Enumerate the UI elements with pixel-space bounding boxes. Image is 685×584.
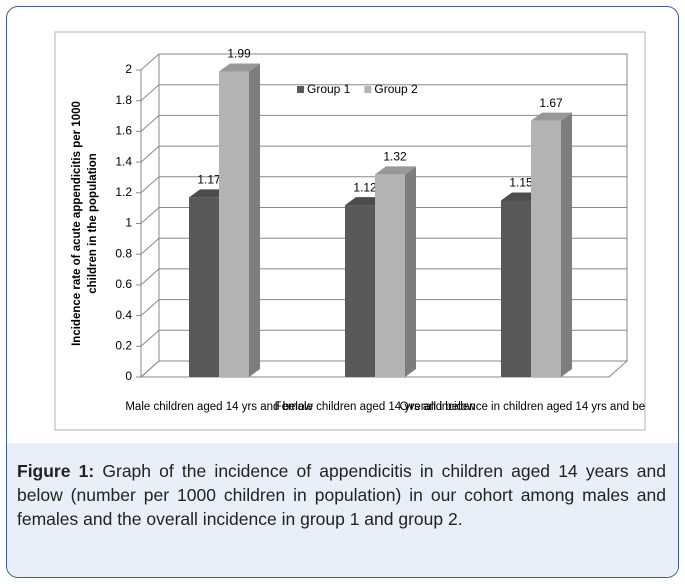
value-label: 1.17 <box>197 173 221 187</box>
y-axis-label: Incidence rate of acute appendicitis per… <box>71 101 83 346</box>
y-tick-label: 0.4 <box>115 308 132 322</box>
y-axis-label: children in the population <box>87 153 99 294</box>
y-tick-label: 2 <box>125 62 132 76</box>
plot: 0 0.2 0.4 0.6 0.8 1 1.2 1.4 1.6 1.8 2 Incidence rat… <box>71 47 663 413</box>
legend-swatch <box>297 86 304 93</box>
x-tick-label: Female children aged 14 yrs and below <box>275 401 476 413</box>
bar-top <box>375 166 416 175</box>
y-tick-label: 0.6 <box>115 277 132 291</box>
bar <box>189 197 219 377</box>
y-tick-label: 1 <box>125 216 132 230</box>
y-tick-label: 0.2 <box>115 338 132 352</box>
legend-label: Group 2 <box>374 82 418 96</box>
grid-line-side <box>140 299 160 316</box>
bar <box>345 205 375 377</box>
bar <box>219 71 249 377</box>
bar <box>375 174 405 377</box>
bar-side <box>405 166 416 377</box>
grid-line-side <box>140 268 160 286</box>
x-tick-label: Male children aged 14 yrs and below <box>125 401 313 413</box>
y-tick-label: 0 <box>125 369 132 383</box>
grid-line-side <box>140 360 160 378</box>
y-tick-label: 1.4 <box>115 154 132 168</box>
bar-side <box>561 112 572 377</box>
grid-line-side <box>140 84 160 102</box>
grid-line-side <box>140 237 160 255</box>
figure: 0 0.2 0.4 0.6 0.8 1 1.2 1.4 1.6 1.8 2 Incidence rat… <box>6 6 679 578</box>
y-tick-label: 0.8 <box>115 246 132 260</box>
value-label: 1.67 <box>539 96 563 110</box>
caption-label: Figure 1: <box>17 461 95 481</box>
grid-line-side <box>140 207 160 224</box>
grid-line-side <box>140 53 160 71</box>
value-label: 1.99 <box>227 47 251 61</box>
bar-top <box>219 63 260 72</box>
caption-text: Graph of the incidence of appendicitis i… <box>17 461 666 529</box>
grid-line-side <box>140 115 160 132</box>
grid-line-side <box>140 176 160 194</box>
y-tick-label: 1.6 <box>115 124 132 138</box>
caption-area: Figure 1: Graph of the incidence of appe… <box>7 443 678 577</box>
grid-line-side <box>140 329 160 347</box>
value-label: 1.12 <box>353 180 377 194</box>
legend-swatch <box>364 86 372 93</box>
bar-side <box>249 63 260 377</box>
grid-line-side <box>140 145 160 163</box>
y-tick-label: 1.8 <box>115 93 132 107</box>
y-tick-label: 1.2 <box>115 185 132 199</box>
x-tick-label: Overall incidence in children aged 14 yr… <box>400 401 663 413</box>
bar <box>531 120 561 377</box>
caption: Figure 1: Graph of the incidence of appe… <box>7 443 678 531</box>
bar <box>501 200 531 377</box>
bar-top <box>531 112 572 121</box>
chart: 0 0.2 0.4 0.6 0.8 1 1.2 1.4 1.6 1.8 2 Incidence rat… <box>54 31 663 431</box>
value-label: 1.15 <box>509 176 533 190</box>
value-label: 1.32 <box>383 150 407 164</box>
legend-label: Group 1 <box>307 82 351 96</box>
